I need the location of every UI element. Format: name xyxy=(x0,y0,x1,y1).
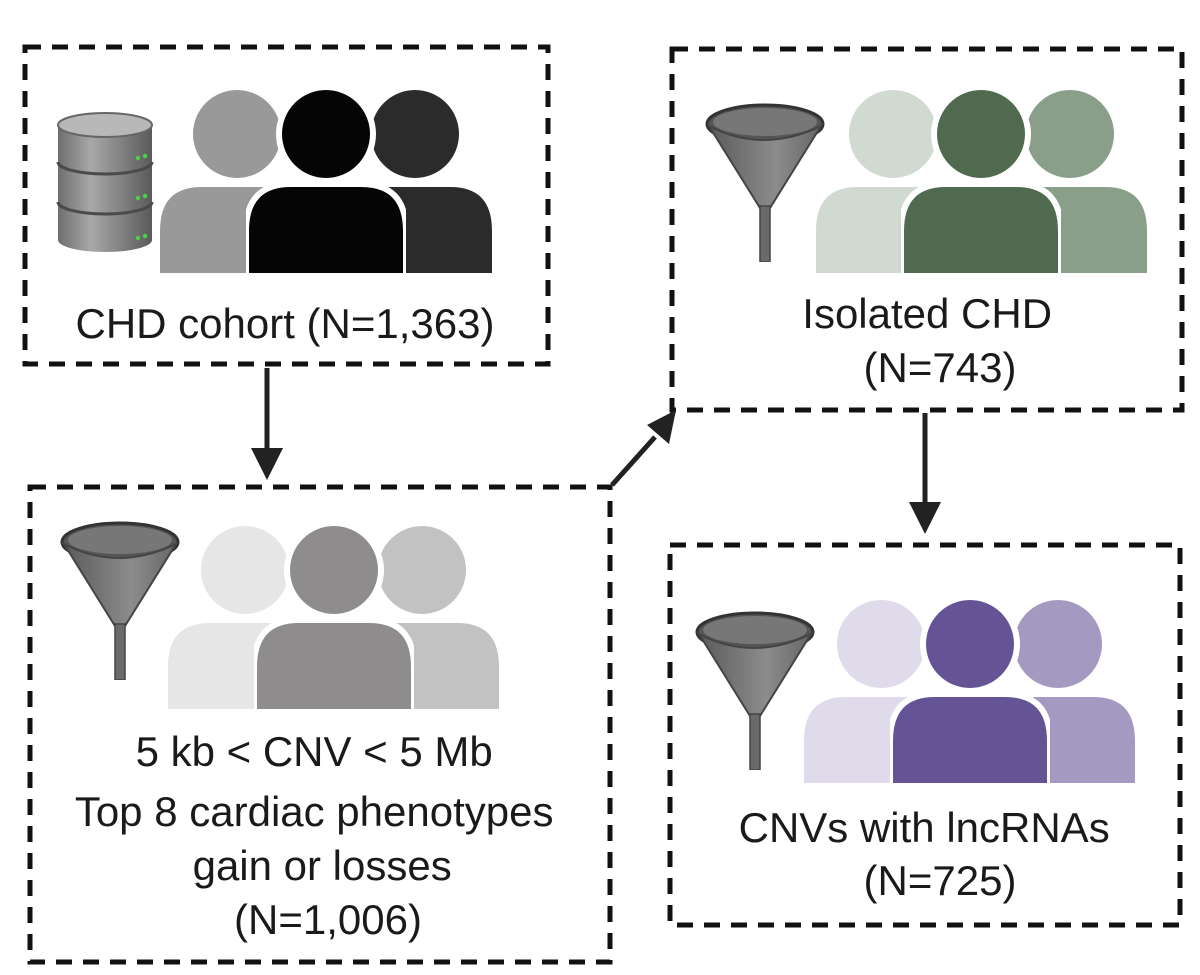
cohort-group: CHD cohort (N=1,363) xyxy=(56,87,495,347)
box-outlines xyxy=(22,44,1185,965)
people-group-icon xyxy=(157,87,495,276)
lncrna-line-1: CNVs with lncRNAs xyxy=(739,804,1110,851)
funnel-icon xyxy=(695,611,815,770)
arrow-cohort-to-filter xyxy=(251,368,283,480)
filter-cnv-label: 5 kb < CNV < 5 Mb Top 8 cardiac phenotyp… xyxy=(75,728,565,943)
filter-cnv-line-3: gain or losses xyxy=(193,842,452,889)
arrows xyxy=(251,368,941,534)
filter-cnv-line-1: 5 kb < CNV < 5 Mb xyxy=(136,728,493,775)
lncrna-label: CNVs with lncRNAs (N=725) xyxy=(739,804,1122,904)
filter-cnv-line-4: (N=1,006) xyxy=(234,896,422,943)
arrow-filter-to-isolated xyxy=(610,410,676,487)
isolated-line-2: (N=743) xyxy=(864,344,1017,391)
filter-cnv-group: 5 kb < CNV < 5 Mb Top 8 cardiac phenotyp… xyxy=(60,521,565,943)
isolated-group: Isolated CHD (N=743) xyxy=(705,87,1150,391)
funnel-icon xyxy=(705,103,825,262)
filter-cnv-box xyxy=(27,484,613,965)
lncrna-box xyxy=(667,542,1183,928)
arrow-isolated-to-lncrna xyxy=(909,413,941,534)
isolated-line-1: Isolated CHD xyxy=(802,290,1052,337)
isolated-label: Isolated CHD (N=743) xyxy=(802,290,1063,391)
lncrna-line-2: (N=725) xyxy=(864,857,1017,904)
lncrna-group: CNVs with lncRNAs (N=725) xyxy=(695,597,1138,904)
database-icon xyxy=(56,112,154,252)
filter-cnv-line-2: Top 8 cardiac phenotypes xyxy=(75,788,554,835)
people-group-icon xyxy=(813,87,1150,276)
cohort-box xyxy=(22,44,551,367)
cohort-line-1: CHD cohort (N=1,363) xyxy=(76,300,495,347)
people-group-icon xyxy=(801,597,1138,786)
isolated-box xyxy=(669,46,1185,413)
funnel-icon xyxy=(60,521,180,680)
cohort-label: CHD cohort (N=1,363) xyxy=(76,300,495,347)
people-group-icon xyxy=(165,523,502,712)
